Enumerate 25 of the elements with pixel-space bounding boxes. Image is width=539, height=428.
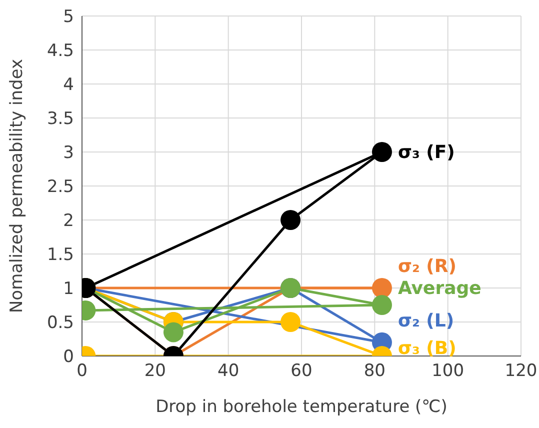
x-tick-label: 40	[218, 361, 240, 382]
y-tick-label: 3.5	[46, 109, 74, 130]
x-tick-label: 20	[144, 361, 166, 382]
y-tick-label: 0.5	[46, 313, 74, 334]
y-tick-label: 4	[63, 75, 74, 96]
y-axis-title: Nomalized permeability index	[7, 58, 28, 314]
y-tick-label: 3	[63, 143, 74, 164]
y-tick-label: 0	[63, 347, 74, 368]
series-label: σ₃ (F)	[398, 142, 455, 163]
y-tick-label: 4.5	[46, 41, 74, 62]
x-tick-label: 80	[364, 361, 386, 382]
y-tick-label: 2.5	[46, 177, 74, 198]
y-tick-label: 5	[63, 7, 74, 28]
series-label: Average	[398, 278, 482, 299]
y-tick-label: 1.5	[46, 245, 74, 266]
series-label: σ₂ (R)	[398, 256, 456, 277]
series-label: σ₃ (B)	[398, 338, 456, 359]
x-tick-label: 60	[290, 361, 312, 382]
x-tick-label: 100	[432, 361, 464, 382]
series-label: σ₂ (L)	[398, 310, 454, 332]
y-tick-label: 2	[63, 211, 74, 232]
y-tick-label: 1	[63, 279, 74, 300]
x-tick-label: 0	[76, 361, 88, 382]
x-tick-label: 120	[504, 361, 538, 382]
x-axis-title: Drop in borehole temperature (℃)	[156, 397, 448, 417]
